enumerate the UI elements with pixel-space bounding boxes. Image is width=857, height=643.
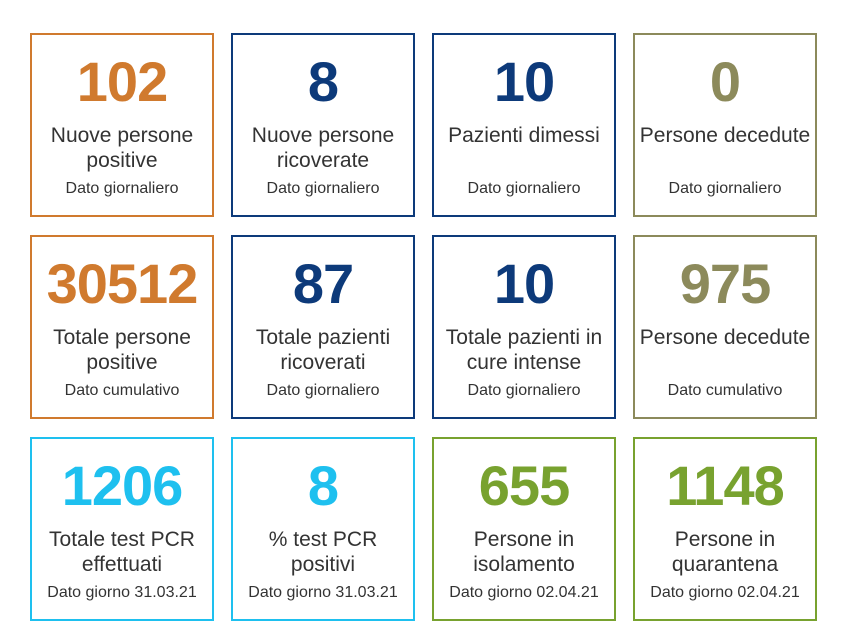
stat-value: 87: [292, 252, 354, 315]
stat-label: Persone decedute: [639, 124, 811, 147]
stat-card-new-hospitalized: 8 Nuove persone ricoverate Dato giornali…: [231, 33, 415, 217]
stat-label: Nuove persone ricoverate: [251, 124, 395, 172]
stat-value: 0: [709, 50, 741, 113]
stat-sub: Dato giorno 02.04.21: [449, 584, 599, 601]
stat-sub: Dato giorno 02.04.21: [650, 584, 800, 601]
stat-card-discharged: 10 Pazienti dimessi Dato giornaliero: [432, 33, 616, 217]
stat-card-deaths-daily: 0 Persone decedute Dato giornaliero: [633, 33, 817, 217]
stat-label: Persone in isolamento: [473, 528, 575, 576]
stat-label: Totale pazienti in cure intense: [445, 326, 603, 374]
stat-value: 10: [493, 50, 555, 113]
stat-sub: Dato giornaliero: [467, 180, 581, 197]
stat-label: Persone in quarantena: [671, 528, 779, 576]
stat-card-quarantine: 1148 Persone in quarantena Dato giorno 0…: [633, 437, 817, 621]
stat-card-new-positives: 102 Nuove persone positive Dato giornali…: [30, 33, 214, 217]
stat-card-isolation: 655 Persone in isolamento Dato giorno 02…: [432, 437, 616, 621]
stat-sub: Dato giornaliero: [266, 180, 380, 197]
stats-grid: 102 Nuove persone positive Dato giornali…: [30, 33, 817, 621]
stat-card-pcr-tests: 1206 Totale test PCR effettuati Dato gio…: [30, 437, 214, 621]
stat-card-deaths-cumulative: 975 Persone decedute Dato cumulativo: [633, 235, 817, 419]
stat-sub: Dato giornaliero: [65, 180, 179, 197]
stat-value: 102: [76, 50, 168, 113]
stat-label: Totale test PCR effettuati: [49, 528, 195, 576]
stat-value: 1148: [666, 454, 785, 517]
stat-sub: Dato giornaliero: [668, 180, 782, 197]
stat-sub: Dato cumulativo: [64, 382, 180, 399]
stat-value: 1206: [61, 454, 184, 517]
stat-card-total-hospitalized: 87 Totale pazienti ricoverati Dato giorn…: [231, 235, 415, 419]
stat-value: 975: [679, 252, 771, 315]
stat-value: 30512: [46, 252, 199, 315]
stat-sub: Dato cumulativo: [667, 382, 783, 399]
stat-card-total-positives: 30512 Totale persone positive Dato cumul…: [30, 235, 214, 419]
stat-sub: Dato giornaliero: [467, 382, 581, 399]
stat-label: Totale persone positive: [53, 326, 191, 374]
stat-value: 10: [493, 252, 555, 315]
stat-label: Pazienti dimessi: [448, 124, 600, 147]
stat-sub: Dato giorno 31.03.21: [47, 584, 197, 601]
stat-label: Totale pazienti ricoverati: [255, 326, 391, 374]
stat-sub: Dato giornaliero: [266, 382, 380, 399]
stat-value: 655: [478, 454, 570, 517]
stat-label: % test PCR positivi: [268, 528, 378, 576]
stat-card-pcr-positive-rate: 8 % test PCR positivi Dato giorno 31.03.…: [231, 437, 415, 621]
stat-label: Nuove persone positive: [50, 124, 194, 172]
stat-card-intensive-care: 10 Totale pazienti in cure intense Dato …: [432, 235, 616, 419]
stat-value: 8: [307, 50, 339, 113]
stat-label: Persone decedute: [639, 326, 811, 349]
stat-value: 8: [307, 454, 339, 517]
stat-sub: Dato giorno 31.03.21: [248, 584, 398, 601]
